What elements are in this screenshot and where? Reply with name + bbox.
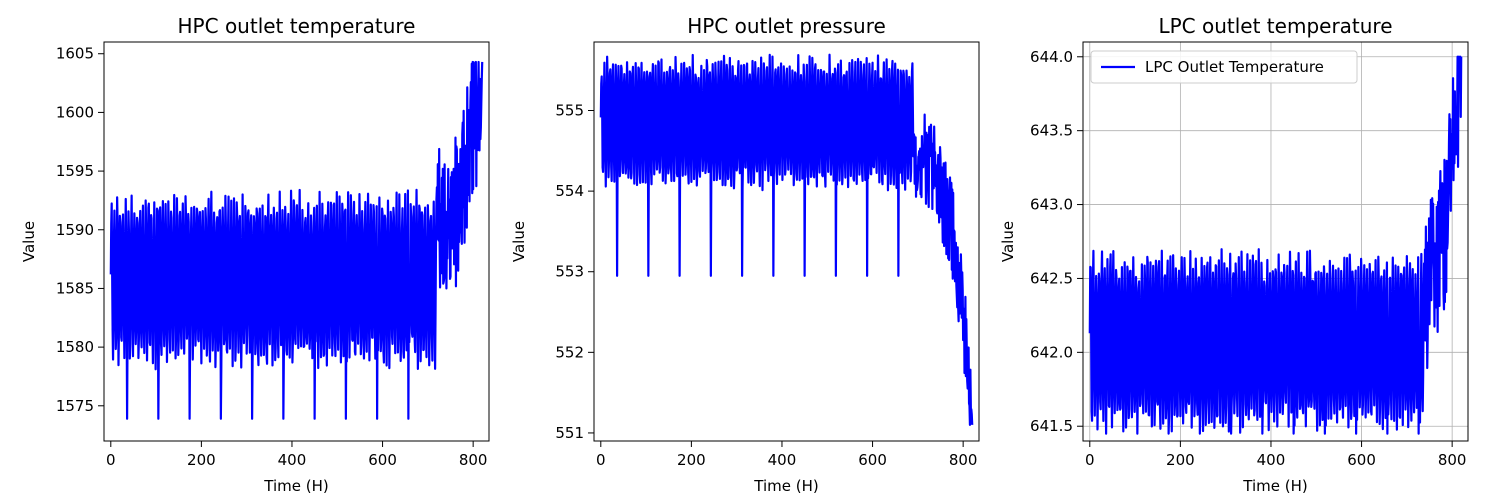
y-tick-label: 643.5 <box>1030 122 1073 140</box>
y-tick-label: 555 <box>555 102 584 120</box>
chart-title: HPC outlet pressure <box>687 14 886 38</box>
series-line <box>1088 55 1463 435</box>
legend-box <box>1090 50 1358 84</box>
y-tick-label: 552 <box>555 343 584 361</box>
x-axis-label: Time (H) <box>1242 477 1307 495</box>
series-line <box>109 60 484 420</box>
y-tick-label: 1600 <box>56 103 94 121</box>
y-tick-label: 1605 <box>56 45 94 63</box>
x-tick-label: 800 <box>1438 451 1467 469</box>
x-axis-label: Time (H) <box>263 477 328 495</box>
y-axis-label: Value <box>20 221 38 262</box>
axes-frame <box>593 41 980 442</box>
axes-frame <box>1082 41 1469 442</box>
y-tick-label: 551 <box>555 424 584 442</box>
y-tick-label: 643.0 <box>1030 196 1073 214</box>
y-tick-label: 641.5 <box>1030 417 1073 435</box>
y-tick-label: 1590 <box>56 221 94 239</box>
x-tick-label: 600 <box>368 451 397 469</box>
y-axis-label: Value <box>999 221 1017 262</box>
x-tick-label: 400 <box>1257 451 1286 469</box>
x-tick-label: 200 <box>677 451 706 469</box>
y-tick-label: 642.0 <box>1030 343 1073 361</box>
x-tick-label: 600 <box>858 451 887 469</box>
x-tick-label: 600 <box>1347 451 1376 469</box>
x-tick-label: 0 <box>106 451 116 469</box>
y-tick-label: 644.0 <box>1030 48 1073 66</box>
chart-title: LPC outlet temperature <box>1158 14 1392 38</box>
x-tick-label: 200 <box>187 451 216 469</box>
x-tick-label: 800 <box>949 451 978 469</box>
chart-panel-2: 0 200 400 600 800 551 552 553 554 555 HPC outlet p… <box>510 14 980 495</box>
x-tick-label: 0 <box>596 451 606 469</box>
y-tick-label: 1580 <box>56 338 94 356</box>
y-axis-label: Value <box>510 221 528 262</box>
x-tick-label: 0 <box>1085 451 1095 469</box>
chart-panel-3: 0 200 400 600 800 641.5 642.0 642.5 643.0 643.5 64… <box>999 14 1469 495</box>
chart-panel-1: 0 200 400 600 800 1575 1580 1585 1590 1595 1600 160… <box>20 14 490 495</box>
axes-frame <box>103 41 490 442</box>
y-tick-label: 553 <box>555 263 584 281</box>
legend-label: LPC Outlet Temperature <box>1145 58 1324 76</box>
y-tick-label: 642.5 <box>1030 269 1073 287</box>
y-tick-label: 1595 <box>56 162 94 180</box>
x-tick-label: 400 <box>278 451 307 469</box>
x-tick-label: 800 <box>459 451 488 469</box>
y-tick-label: 1575 <box>56 397 94 415</box>
x-axis-label: Time (H) <box>753 477 818 495</box>
x-tick-label: 400 <box>768 451 797 469</box>
y-tick-label: 554 <box>555 182 584 200</box>
series-line <box>599 53 974 426</box>
chart-title: HPC outlet temperature <box>178 14 416 38</box>
legend: LPC Outlet Temperature <box>1090 50 1358 84</box>
y-tick-label: 1585 <box>56 279 94 297</box>
x-tick-label: 200 <box>1166 451 1195 469</box>
